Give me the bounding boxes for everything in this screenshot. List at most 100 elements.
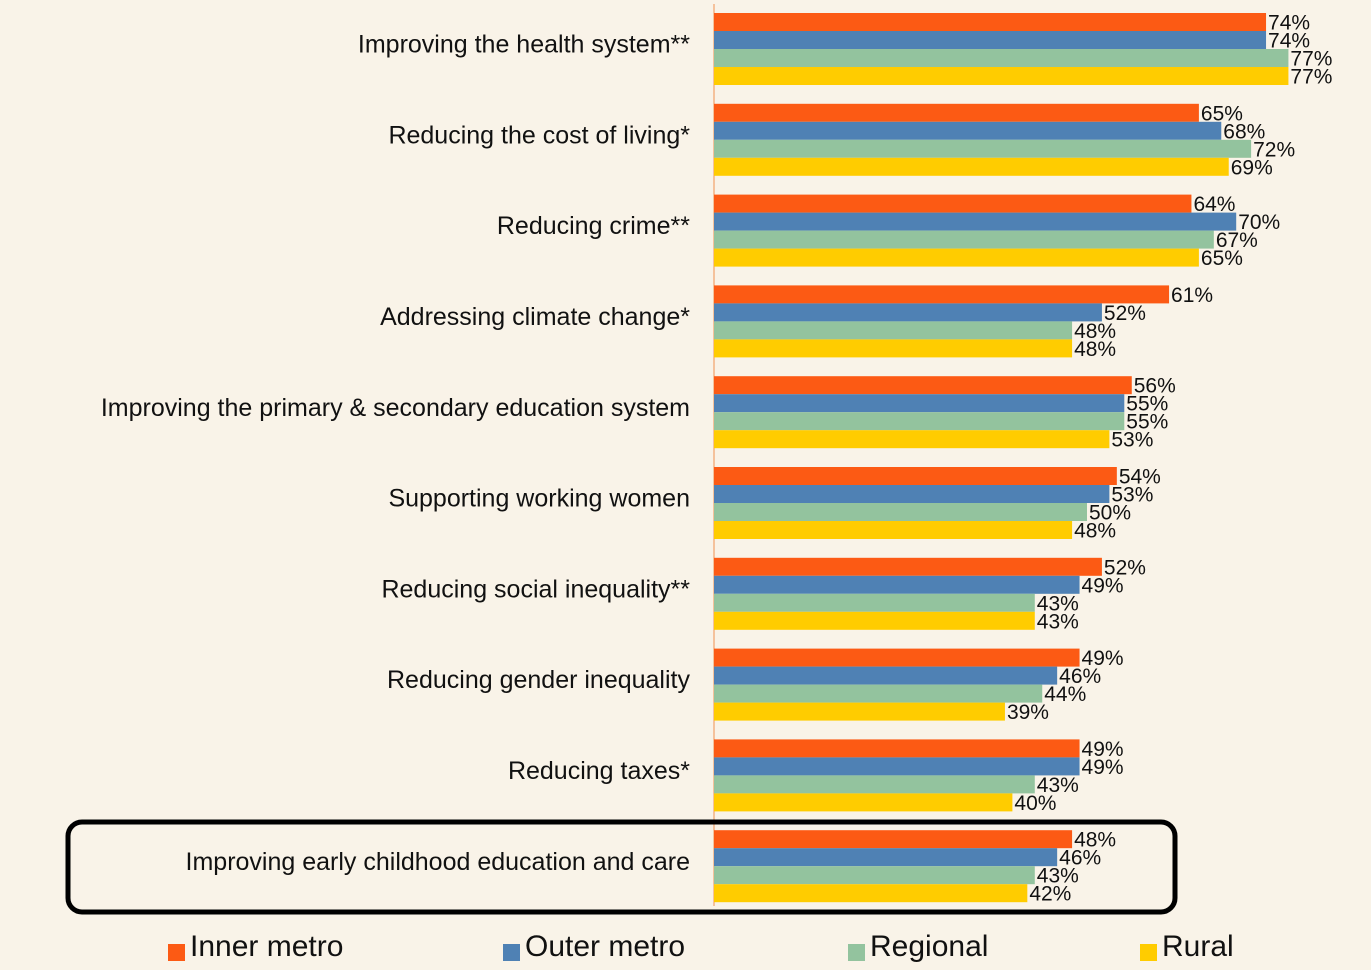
bar [714, 376, 1132, 395]
bar [714, 121, 1222, 140]
bar [714, 666, 1058, 685]
value-label: 49% [1082, 574, 1124, 597]
bar [714, 775, 1035, 794]
bar [714, 103, 1199, 122]
value-label: 44% [1044, 683, 1086, 706]
value-label: 52% [1104, 556, 1146, 579]
category-label: Reducing taxes* [508, 757, 690, 785]
bar [714, 793, 1013, 812]
legend-swatch [1140, 944, 1157, 961]
value-label: 67% [1216, 229, 1258, 252]
bar [714, 248, 1199, 267]
legend-label: Inner metro [190, 930, 343, 963]
category-label: Improving early childhood education and … [186, 848, 690, 876]
value-label: 65% [1201, 102, 1243, 125]
bar [714, 866, 1035, 885]
bar [714, 648, 1080, 667]
value-label: 48% [1074, 338, 1116, 361]
bar [714, 49, 1289, 67]
value-label: 65% [1201, 247, 1243, 270]
bar [714, 557, 1102, 576]
bar [714, 503, 1087, 521]
category-label: Reducing the cost of living* [388, 121, 690, 149]
bar [714, 593, 1035, 612]
value-label: 50% [1089, 502, 1131, 525]
value-label: 53% [1111, 429, 1153, 452]
value-label: 55% [1126, 393, 1168, 416]
bar [714, 394, 1125, 413]
legend-swatch [848, 944, 865, 961]
bar [714, 848, 1058, 867]
bar [714, 31, 1267, 49]
bar [714, 467, 1117, 485]
value-label: 56% [1134, 375, 1176, 398]
bar [714, 230, 1214, 249]
value-label: 49% [1082, 647, 1124, 670]
value-label: 43% [1037, 865, 1079, 888]
bar [714, 321, 1073, 340]
legend-label: Outer metro [525, 930, 685, 963]
legend-label: Rural [1162, 930, 1234, 963]
value-label: 54% [1119, 466, 1161, 489]
bar [714, 485, 1110, 503]
bar [714, 412, 1125, 431]
value-label: 43% [1037, 610, 1079, 633]
bar [714, 757, 1080, 776]
bar [714, 157, 1229, 176]
value-label: 46% [1059, 665, 1101, 688]
category-label: Addressing climate change* [380, 303, 690, 331]
bar [714, 339, 1073, 358]
bar [714, 739, 1080, 758]
bar [714, 830, 1073, 849]
category-label: Reducing crime** [497, 212, 690, 240]
value-label: 52% [1104, 302, 1146, 325]
bar [714, 139, 1252, 158]
bar [714, 67, 1289, 85]
category-label: Reducing gender inequality [387, 666, 690, 694]
value-label: 64% [1193, 193, 1235, 216]
highlight-box [65, 819, 1178, 915]
bar [714, 303, 1102, 322]
category-label: Supporting working women [388, 485, 690, 513]
bar [714, 285, 1170, 304]
value-label: 46% [1059, 847, 1101, 870]
value-label: 61% [1171, 284, 1213, 307]
value-label: 77% [1290, 48, 1332, 71]
value-label: 40% [1014, 792, 1056, 815]
bar [714, 13, 1267, 31]
value-label: 43% [1037, 774, 1079, 797]
category-label: Improving the health system** [358, 31, 690, 59]
value-label: 42% [1029, 883, 1071, 906]
bar [714, 684, 1043, 703]
value-label: 53% [1111, 484, 1153, 507]
value-label: 39% [1007, 701, 1049, 724]
bar [714, 521, 1073, 539]
bar [714, 884, 1028, 903]
value-label: 74% [1268, 30, 1310, 53]
value-label: 70% [1238, 211, 1280, 234]
category-label: Reducing social inequality** [381, 575, 690, 603]
value-label: 68% [1223, 120, 1265, 143]
value-label: 72% [1253, 138, 1295, 161]
value-label: 48% [1074, 829, 1116, 852]
value-label: 69% [1231, 156, 1273, 179]
bar [714, 702, 1005, 721]
value-label: 74% [1268, 12, 1310, 35]
category-label: Improving the primary & secondary educat… [101, 394, 690, 422]
bar [714, 575, 1080, 594]
bar [714, 611, 1035, 630]
value-label: 49% [1082, 756, 1124, 779]
value-label: 48% [1074, 520, 1116, 543]
value-label: 77% [1290, 66, 1332, 89]
bar [714, 212, 1237, 231]
legend-swatch [168, 944, 185, 961]
bar [714, 194, 1192, 213]
value-label: 55% [1126, 411, 1168, 434]
value-label: 49% [1082, 738, 1124, 761]
value-label: 48% [1074, 320, 1116, 343]
legend-label: Regional [870, 930, 988, 963]
bar [714, 430, 1110, 449]
value-label: 43% [1037, 592, 1079, 615]
